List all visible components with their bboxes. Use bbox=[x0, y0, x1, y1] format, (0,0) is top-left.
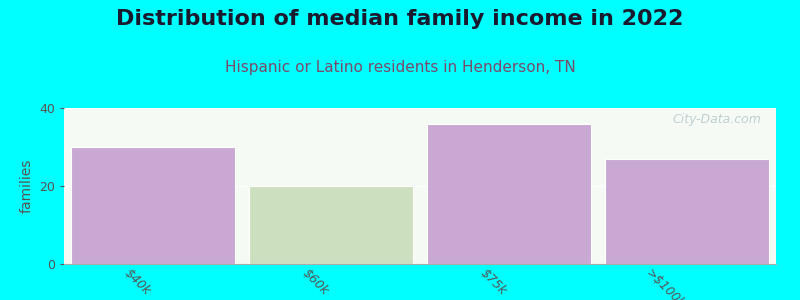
Bar bbox=[71, 147, 235, 264]
Text: Hispanic or Latino residents in Henderson, TN: Hispanic or Latino residents in Henderso… bbox=[225, 60, 575, 75]
Bar bbox=[427, 124, 591, 264]
Text: City-Data.com: City-Data.com bbox=[673, 113, 762, 126]
Y-axis label: families: families bbox=[19, 159, 34, 213]
Text: Distribution of median family income in 2022: Distribution of median family income in … bbox=[116, 9, 684, 29]
Bar bbox=[605, 159, 769, 264]
Bar bbox=[249, 186, 413, 264]
